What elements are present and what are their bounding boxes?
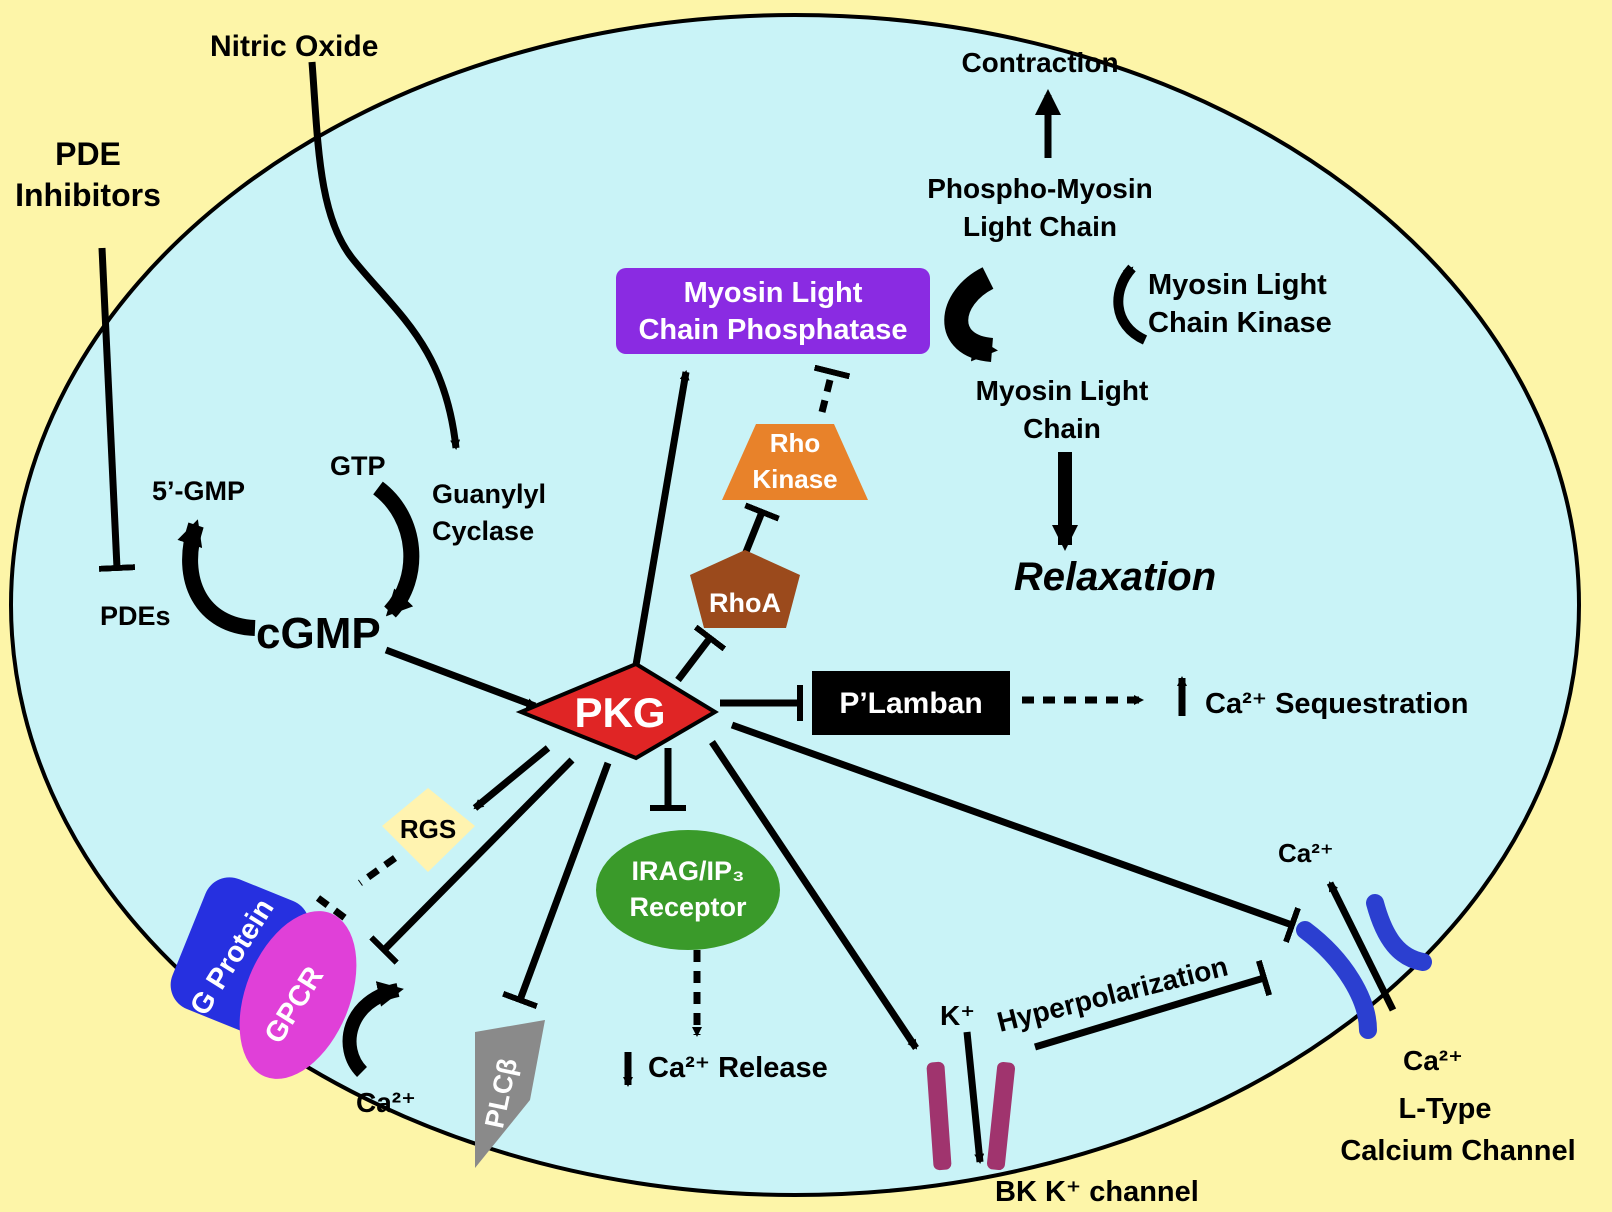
node-bk-channel[interactable]	[926, 1061, 1016, 1171]
edge-ca-influx	[1326, 881, 1397, 1012]
label-5-gmp: 5’-GMP	[152, 476, 245, 506]
node-pkg[interactable]	[515, 661, 719, 761]
edge-rgs-to-gpcr	[315, 895, 348, 921]
label-gtp: GTP	[330, 451, 386, 481]
label-mlck-2: Chain Kinase	[1148, 307, 1332, 339]
edge-rgs-inhibits-gprotein	[357, 855, 398, 886]
label-mlc: Myosin Light	[976, 375, 1149, 406]
cycle-ca-gpcr-icon	[342, 981, 404, 1077]
label-mlc-2: Chain	[1023, 413, 1101, 444]
label-ca-gpcr: Ca²⁺	[356, 1087, 416, 1118]
label-guanylyl-cyclase: Guanylyl	[432, 479, 546, 509]
label-contraction: Contraction	[961, 47, 1118, 78]
label-rgs: RGS	[400, 814, 456, 844]
label-ca-top: Ca²⁺	[1278, 838, 1334, 868]
edge-cgmp-to-pkg	[384, 646, 537, 710]
node-irag[interactable]	[596, 830, 780, 950]
cell-membrane	[9, 13, 1581, 1197]
label-pkg: PKG	[574, 689, 665, 736]
node-ltype-channel[interactable]	[1296, 894, 1432, 1039]
node-rho-kinase[interactable]	[722, 424, 868, 500]
label-pde-inhibitors: PDE	[55, 136, 121, 172]
label-ltype: L-Type	[1399, 1093, 1492, 1125]
node-gpcr[interactable]	[217, 894, 379, 1096]
edge-pkg-to-rgs	[472, 745, 551, 811]
node-plamban[interactable]	[812, 671, 1010, 735]
edge-pkg-inhibits-ltype	[730, 721, 1301, 943]
label-phospho-mlc: Phospho-Myosin	[927, 173, 1153, 204]
edge-pdeinhib-to-pdes	[98, 247, 136, 572]
label-ca-bottom: Ca²⁺	[1403, 1045, 1463, 1076]
label-irag-2: Receptor	[629, 892, 747, 922]
cycle-cgmp-to-5gmp-icon	[177, 519, 256, 636]
label-mlcp-2: Chain Phosphatase	[638, 314, 907, 346]
cycle-mlc-to-pmlc-icon	[1113, 264, 1148, 345]
label-irag: IRAG/IP₃	[632, 856, 745, 886]
edge-rhokinase-inhibits-mlcp	[813, 364, 851, 413]
label-phospho-mlc-2: Light Chain	[963, 211, 1117, 242]
node-rhoa[interactable]	[690, 550, 800, 628]
node-mlcp[interactable]	[616, 268, 930, 354]
cycle-pmlc-to-mlc-icon	[944, 267, 998, 362]
edge-pkg-to-mlcp	[632, 370, 690, 666]
edge-pkg-inhibits-gpcr	[369, 757, 575, 965]
label-ca-release: Ca²⁺ Release	[648, 1052, 828, 1084]
label-ltype-2: Calcium Channel	[1340, 1135, 1575, 1167]
label-bk-channel: BK K⁺ channel	[995, 1176, 1199, 1208]
label-guanylyl-cyclase-2: Cyclase	[432, 516, 534, 546]
label-pdes: PDEs	[100, 601, 171, 631]
cycle-gtp-to-cgmp-icon	[372, 481, 420, 618]
node-rgs[interactable]	[382, 788, 475, 872]
label-mlck: Myosin Light	[1148, 269, 1327, 301]
edge-pkg-to-bk	[709, 740, 919, 1050]
label-mlcp: Myosin Light	[684, 277, 863, 309]
node-plcb[interactable]	[475, 1020, 545, 1168]
label-rho-kinase: Rho	[770, 428, 821, 458]
label-ca-sequestration: Ca²⁺ Sequestration	[1205, 688, 1468, 720]
label-cgmp: cGMP	[256, 609, 381, 658]
label-rhoa: RhoA	[709, 588, 781, 618]
label-relaxation: Relaxation	[1014, 555, 1216, 599]
edge-hyperpol-inhibits-ltype	[1033, 959, 1273, 1051]
edge-no-to-gc	[308, 61, 461, 450]
edge-pkg-inhibits-plcb	[502, 761, 612, 1010]
edge-k-efflux	[963, 1031, 985, 1164]
label-plamban: P’Lamban	[839, 687, 982, 720]
label-rho-kinase-2: Kinase	[752, 464, 837, 494]
edge-pkg-inhibits-rhoa	[675, 624, 727, 683]
label-nitric-oxide: Nitric Oxide	[210, 30, 378, 63]
label-pde-inhibitors-2: Inhibitors	[15, 177, 161, 213]
label-k-ion: K⁺	[940, 1000, 975, 1031]
